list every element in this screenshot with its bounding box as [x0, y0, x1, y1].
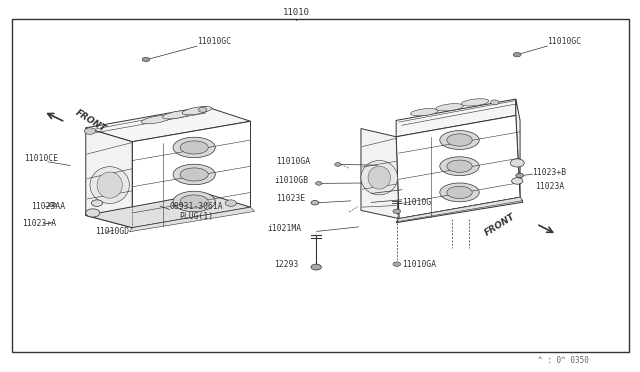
Polygon shape — [129, 207, 255, 232]
Polygon shape — [396, 115, 520, 219]
Text: i1021MA: i1021MA — [268, 224, 301, 233]
Text: 11010GA: 11010GA — [276, 157, 310, 166]
Bar — [12, 19, 629, 352]
Circle shape — [311, 264, 321, 270]
Ellipse shape — [436, 104, 463, 111]
Circle shape — [393, 209, 401, 214]
Circle shape — [510, 159, 524, 167]
Circle shape — [393, 262, 401, 266]
Polygon shape — [86, 106, 250, 142]
Ellipse shape — [141, 115, 171, 124]
Ellipse shape — [440, 183, 479, 202]
Text: 11010GC: 11010GC — [197, 37, 231, 46]
Ellipse shape — [180, 195, 208, 208]
Text: 11010GA: 11010GA — [402, 260, 436, 269]
Text: 11023+B: 11023+B — [532, 168, 566, 177]
Circle shape — [311, 201, 319, 205]
Ellipse shape — [97, 172, 122, 198]
Circle shape — [198, 108, 207, 112]
Text: PLUG(1): PLUG(1) — [179, 212, 213, 221]
Polygon shape — [516, 99, 520, 197]
Circle shape — [516, 173, 524, 178]
Polygon shape — [396, 99, 516, 137]
Circle shape — [225, 200, 236, 206]
Circle shape — [84, 128, 95, 134]
Polygon shape — [396, 197, 523, 222]
Text: 11023E: 11023E — [276, 195, 306, 203]
Circle shape — [92, 200, 102, 206]
Ellipse shape — [163, 110, 192, 119]
Text: FRONT: FRONT — [74, 108, 108, 134]
Circle shape — [316, 182, 322, 185]
Ellipse shape — [368, 166, 390, 189]
Ellipse shape — [440, 131, 479, 150]
Circle shape — [513, 52, 521, 57]
Polygon shape — [86, 128, 132, 228]
Ellipse shape — [410, 109, 438, 116]
Text: 11023+A: 11023+A — [22, 219, 56, 228]
Ellipse shape — [440, 157, 479, 176]
Ellipse shape — [173, 191, 215, 212]
Text: 12293: 12293 — [274, 260, 298, 269]
Circle shape — [490, 100, 499, 105]
Circle shape — [335, 163, 341, 166]
Polygon shape — [396, 197, 523, 223]
Ellipse shape — [447, 186, 472, 199]
Text: ^ : 0^ 0350: ^ : 0^ 0350 — [538, 356, 588, 365]
Ellipse shape — [90, 167, 129, 203]
Text: 11023A: 11023A — [535, 182, 564, 191]
Text: 11010: 11010 — [283, 8, 310, 17]
Text: FRONT: FRONT — [483, 212, 517, 238]
Ellipse shape — [180, 141, 208, 154]
Ellipse shape — [173, 137, 215, 158]
Ellipse shape — [461, 99, 489, 106]
Polygon shape — [86, 193, 250, 228]
Ellipse shape — [173, 164, 215, 185]
Circle shape — [142, 57, 150, 62]
Text: 11010GD: 11010GD — [95, 227, 129, 236]
Polygon shape — [132, 121, 250, 228]
Text: 08931-3061A: 08931-3061A — [170, 202, 223, 211]
Text: 11010CE: 11010CE — [24, 154, 58, 163]
Ellipse shape — [182, 106, 212, 115]
Ellipse shape — [447, 160, 472, 172]
Ellipse shape — [447, 134, 472, 146]
Text: 11010GC: 11010GC — [547, 37, 581, 46]
Text: i1010GB: i1010GB — [274, 176, 308, 185]
Text: 11010G: 11010G — [402, 198, 431, 207]
Circle shape — [49, 202, 56, 207]
Circle shape — [86, 209, 100, 217]
Ellipse shape — [180, 168, 208, 181]
Circle shape — [511, 178, 523, 184]
Polygon shape — [361, 129, 399, 219]
Text: 11023AA: 11023AA — [31, 202, 65, 211]
Ellipse shape — [361, 160, 397, 195]
